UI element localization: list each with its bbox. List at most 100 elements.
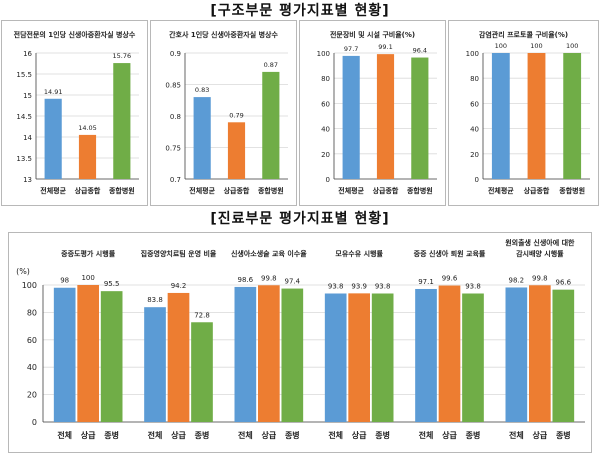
chart-panel-specialist-beds: 전담전문의 1인당 신생아중환자실 병상수 13 13.5 14 14.5 15 15.5 1… [1,20,148,206]
data-label: 83.8 [147,296,163,304]
x-tick-label: 전체평균 [40,186,66,195]
y-axis-unit-label: (%) [16,267,30,276]
data-label: 93.8 [375,282,391,290]
x-tick-label: 전체평균 [338,186,364,195]
data-label: 95.5 [104,280,120,288]
y-tick-label: 0 [326,176,330,184]
y-tick-label: 100 [317,50,330,58]
structure-section-title: [구조부문 평가지표별 현황] [210,3,390,19]
x-tick-label: 상급종합 [524,186,550,195]
x-tick-label: 전체 [419,430,434,440]
data-label: 100 [566,42,578,50]
bar-3-전체 [234,286,257,422]
group-title: 모유수유 시행률 [335,249,383,258]
bar-2-전체 [144,307,166,422]
bar-3-상급 [257,285,280,422]
y-tick-label: 13 [23,176,32,184]
group-title: 중증도평가 시행률 [61,249,116,258]
bar-전체평균 [491,53,510,179]
x-tick-label: 종병 [466,430,481,440]
x-tick-label: 전체 [328,430,343,440]
x-tick-label: 종합병원 [407,186,433,195]
x-tick-label: 상급 [171,430,186,440]
y-tick-label: 20 [470,151,479,159]
y-tick-label: 40 [27,363,37,372]
data-label: 0.83 [195,86,209,94]
x-tick-label: 종병 [556,430,571,440]
y-tick-label: 60 [470,100,479,108]
data-label: 93.9 [351,282,367,290]
bar-6-상급 [528,285,551,422]
group-title: 중증 신생아 퇴원 교육률 [414,249,486,258]
bar-상급종합 [527,53,546,179]
y-tick-label: 80 [321,75,330,83]
x-tick-label: 종병 [285,430,300,440]
chart-4-title: 감염관리 프로토콜 구비율(%) [479,30,568,39]
care-chart-svg: (%) 0 20 40 60 80 100 중증도평가 시행률 98 전체 100 상급 95.5 종병 집… [16,238,585,440]
bar-상급종합 [376,54,395,179]
x-tick-label: 종합병원 [559,186,585,195]
x-tick-label: 상급 [352,430,367,440]
bar-5-전체 [415,288,437,422]
x-tick-label: 상급 [261,430,276,440]
group-title: 집중영양치료팀 운영 비율 [141,249,217,258]
group-title-line-1: 원외출생 신생아에 대한 [505,238,575,247]
group-title-line-2: 감시배양 시행률 [516,249,564,258]
data-label: 100 [530,42,542,50]
bar-종합병원 [411,57,429,180]
bar-전체평균 [342,55,360,180]
y-tick-label: 0.85 [165,82,181,90]
x-tick-label: 전체평균 [189,186,215,195]
bar-4-상급 [348,293,371,422]
bar-5-상급 [438,285,461,422]
chart-2-svg: 간호사 1인당 신생아중환자실 병상수 0.7 0.75 0.8 0.85 0.9 0.83… [165,30,288,195]
data-label: 93.8 [328,282,344,290]
group-title: 신생아소생술 교육 이수율 [231,249,307,258]
chart-1-title: 전담전문의 1인당 신생아중환자실 병상수 [14,30,136,39]
bar-종합병원 [563,53,582,179]
chart-1-svg: 전담전문의 1인당 신생아중환자실 병상수 13 13.5 14 14.5 15 15.5 1… [14,30,139,195]
data-label: 100 [81,274,94,282]
chart-panel-equipment-rate: 전문장비 및 시설 구비율(%) 0 20 40 60 80 100 97.7 전체평균 99.1… [299,20,446,206]
data-label: 96.4 [413,47,427,55]
data-label: 98.2 [509,276,525,284]
chart-3-title: 전문장비 및 시설 구비율(%) [330,30,415,39]
bar-6-종병 [552,289,575,422]
y-tick-label: 0.8 [170,113,181,121]
bar-상급종합 [78,134,97,179]
chart-panel-nurse-beds: 간호사 1인당 신생아중환자실 병상수 0.7 0.75 0.8 0.85 0.9 0.83… [150,20,297,206]
bar-5-종병 [462,293,484,422]
data-label: 93.8 [465,282,481,290]
y-tick-label: 60 [321,100,330,108]
y-tick-label: 100 [22,281,37,290]
x-tick-label: 전체 [509,430,524,440]
y-tick-label: 40 [321,126,330,134]
data-label: 96.6 [556,279,572,287]
chart-2-title: 간호사 1인당 신생아중환자실 병상수 [169,30,278,39]
data-label: 97.7 [344,45,358,53]
y-tick-label: 0.9 [170,50,181,58]
data-label: 99.8 [261,274,277,282]
x-tick-label: 상급 [532,430,547,440]
data-label: 99.8 [532,274,548,282]
x-tick-label: 상급 [81,430,96,440]
bar-1-전체 [53,287,76,422]
bar-4-종병 [371,293,394,422]
bar-종합병원 [113,63,131,179]
y-tick-label: 0 [32,418,37,427]
x-tick-label: 종병 [195,430,210,440]
y-tick-label: 0.7 [170,176,181,184]
x-tick-label: 종병 [375,430,390,440]
data-label: 94.2 [171,282,187,290]
data-label: 100 [495,42,507,50]
bar-3-종병 [281,288,304,422]
y-tick-label: 20 [321,151,330,159]
y-tick-label: 15 [23,92,32,100]
bar-종합병원 [262,71,280,179]
bar-2-상급 [167,292,190,422]
x-tick-label: 종합병원 [109,186,135,195]
x-tick-label: 전체평균 [488,186,514,195]
data-label: 97.1 [418,278,434,286]
y-tick-label: 15.5 [16,71,32,79]
chart-panel-care-indicators: (%) 0 20 40 60 80 100 중증도평가 시행률 98 전체 100 상급 95.5 종병 집… [8,232,592,453]
